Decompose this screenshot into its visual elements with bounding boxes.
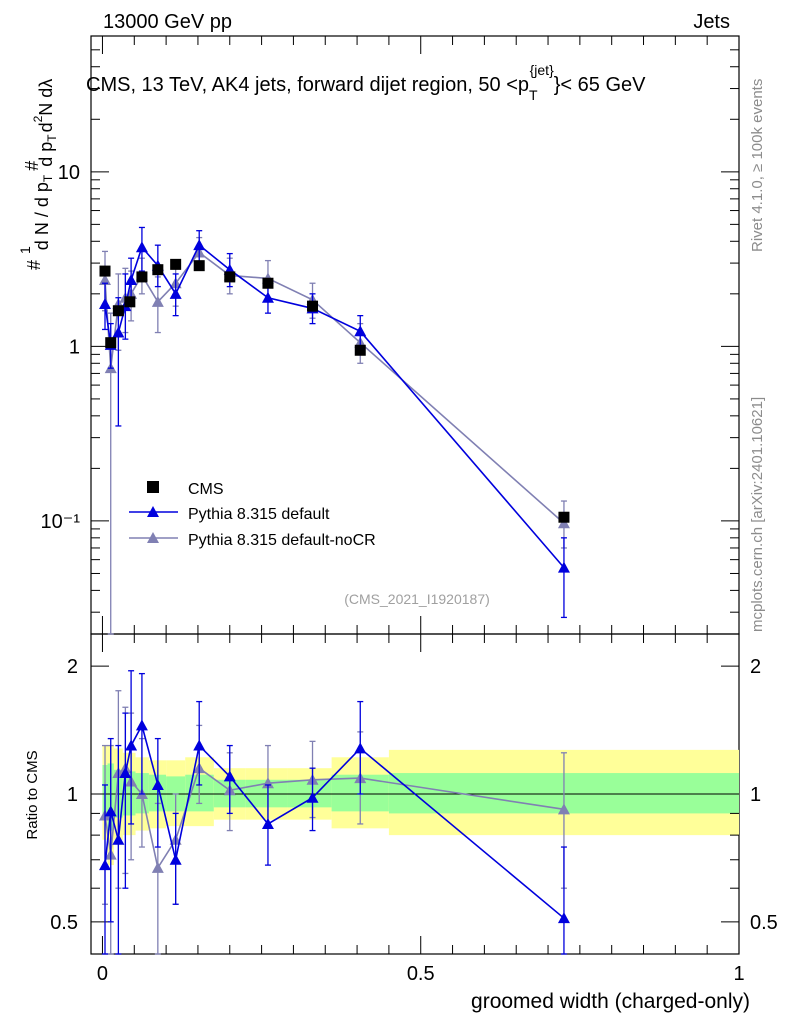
ratio-point-0-4 [125, 739, 138, 751]
main-y-axis-label-text: #1d N / d pT#d pTd2N dλ [17, 79, 59, 270]
main-axis-ticks: 10 1 10⁻¹ [41, 35, 740, 634]
legend-marker-nocr [147, 532, 159, 543]
cms-point-7 [193, 260, 205, 272]
x-axis-label: groomed width (charged-only) [471, 990, 750, 1013]
ratio-point-0-12 [354, 742, 367, 754]
ratio-point-1-13 [557, 803, 570, 815]
ratio-ytick-label-left: 0.5 [50, 912, 78, 934]
main-point-1-5 [135, 241, 148, 253]
cms-point-5 [152, 264, 164, 276]
header-left: 13000 GeV pp [103, 11, 232, 33]
rivet-version-label: Rivet 4.1.0, ≥ 100k events [749, 79, 766, 252]
plot-title-sup: {jet} [530, 62, 554, 78]
main-ytick-label: 1 [69, 336, 80, 358]
ratio-point-0-1 [104, 805, 117, 817]
plot-title-end: }< 65 GeV [554, 74, 646, 96]
ratio-point-0-13 [557, 912, 570, 924]
main-point-2-0 [99, 274, 112, 286]
header-right: Jets [693, 11, 730, 33]
main-point-1-10 [261, 291, 274, 303]
ratio-point-0-8 [193, 739, 206, 751]
ratio-point-0-7 [169, 853, 182, 865]
mcplots-label: mcplots.cern.ch [arXiv:2401.10621] [749, 397, 766, 632]
ratio-point-0-3 [119, 767, 132, 779]
ratio-xtick-label: 1 [733, 963, 744, 985]
cms-point-11 [354, 344, 366, 356]
cms-point-8 [224, 271, 236, 283]
ratio-ytick-label-left: 2 [67, 656, 78, 678]
ratio-y-axis-label: Ratio to CMS [24, 750, 41, 839]
ratio-uncertainty-bands [102, 745, 739, 866]
ratio-point-0-0 [99, 859, 112, 871]
cms-point-6 [170, 258, 182, 270]
cms-point-10 [307, 300, 319, 312]
main-point-2-6 [151, 295, 164, 307]
cms-point-12 [558, 511, 570, 523]
main-point-1-7 [169, 287, 182, 299]
main-point-1-8 [193, 239, 206, 251]
main-ytick-label: 10⁻¹ [41, 511, 81, 533]
main-y-axis-label: #1d N / d pT#d pTd2N dλ [17, 79, 59, 270]
ratio-point-0-9 [223, 770, 236, 782]
main-line-1 [104, 243, 565, 569]
main-point-1-2 [112, 326, 125, 338]
main-ytick-label: 10 [58, 162, 80, 184]
ratio-point-1-6 [151, 861, 164, 873]
plot-title: CMS, 13 TeV, AK4 jets, forward dijet reg… [86, 62, 646, 103]
main-point-1-0 [99, 297, 112, 309]
plot-title-main: CMS, 13 TeV, AK4 jets, forward dijet reg… [86, 74, 529, 96]
ratio-point-0-5 [135, 719, 148, 731]
main-series-group [99, 226, 570, 635]
ratio-axis-ticks: 0 0.5 1 2 2 1 1 0.5 0.5 [50, 634, 778, 985]
ratio-ytick-label-right: 1 [750, 784, 761, 806]
cms-point-3 [124, 296, 136, 308]
legend-label-default: Pythia 8.315 default [188, 506, 330, 523]
legend-marker-default [147, 506, 159, 517]
plot-title-sub: T [529, 87, 538, 103]
main-point-1-12 [354, 325, 367, 337]
ratio-point-0-10 [261, 817, 274, 829]
cms-point-1 [105, 337, 117, 349]
ratio-xtick-label: 0 [97, 963, 108, 985]
ratio-line-0 [104, 723, 565, 919]
ratio-ytick-label-left: 1 [67, 784, 78, 806]
cms-point-2 [112, 305, 124, 317]
ratio-point-0-11 [306, 791, 319, 803]
ratio-ytick-label-right: 2 [750, 656, 761, 678]
cms-point-9 [262, 277, 274, 289]
ratio-point-0-2 [112, 833, 125, 845]
legend: CMS Pythia 8.315 default Pythia 8.315 de… [129, 481, 376, 549]
main-point-1-4 [125, 274, 138, 286]
ratio-xtick-label: 0.5 [407, 963, 435, 985]
ratio-ytick-label-right: 0.5 [750, 912, 778, 934]
cms-point-4 [136, 271, 148, 283]
legend-label-nocr: Pythia 8.315 default-noCR [188, 532, 376, 549]
main-point-1-13 [557, 561, 570, 573]
cms-point-0 [99, 265, 111, 277]
legend-marker-cms [147, 481, 159, 493]
analysis-watermark: (CMS_2021_I1920187) [344, 591, 490, 607]
legend-label-cms: CMS [188, 481, 224, 498]
ratio-point-0-6 [151, 778, 164, 790]
ratio-series-group [99, 670, 570, 955]
main-point-2-13 [557, 517, 570, 529]
